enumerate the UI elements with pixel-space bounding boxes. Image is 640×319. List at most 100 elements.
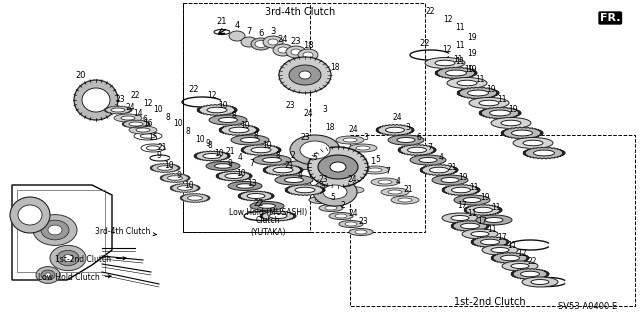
Text: 21: 21: [284, 161, 294, 170]
Ellipse shape: [523, 140, 543, 146]
Text: 2: 2: [340, 202, 346, 211]
Ellipse shape: [45, 273, 51, 277]
Ellipse shape: [229, 31, 245, 41]
Text: 18: 18: [325, 123, 335, 132]
Ellipse shape: [345, 222, 357, 226]
Text: 7: 7: [250, 159, 255, 167]
Text: 12: 12: [442, 46, 452, 55]
Ellipse shape: [273, 167, 293, 173]
Text: 3: 3: [364, 133, 369, 143]
Ellipse shape: [502, 261, 538, 271]
Ellipse shape: [408, 147, 426, 153]
Ellipse shape: [48, 225, 62, 235]
Ellipse shape: [33, 215, 77, 245]
Ellipse shape: [343, 138, 357, 142]
Polygon shape: [160, 174, 190, 182]
Ellipse shape: [397, 137, 415, 143]
Text: 21: 21: [447, 162, 457, 172]
Ellipse shape: [291, 49, 301, 55]
Text: 8: 8: [207, 142, 212, 151]
Text: 18: 18: [303, 41, 314, 49]
Ellipse shape: [447, 78, 487, 88]
Text: (YUTAKA): (YUTAKA): [250, 228, 285, 237]
Ellipse shape: [278, 47, 288, 53]
Text: 3: 3: [323, 106, 328, 115]
Text: 7: 7: [246, 27, 252, 36]
Ellipse shape: [522, 277, 558, 287]
Ellipse shape: [378, 180, 392, 184]
Text: 9: 9: [177, 172, 181, 181]
Ellipse shape: [319, 204, 343, 211]
Text: 9: 9: [228, 159, 232, 167]
Text: 1st-2nd Clutch: 1st-2nd Clutch: [55, 256, 126, 264]
Ellipse shape: [490, 110, 511, 116]
Ellipse shape: [300, 141, 330, 159]
Text: 5: 5: [312, 152, 317, 161]
Text: 23: 23: [115, 94, 125, 103]
Ellipse shape: [385, 127, 404, 133]
Ellipse shape: [289, 65, 321, 85]
Ellipse shape: [247, 194, 265, 198]
Text: 24: 24: [347, 174, 357, 183]
Polygon shape: [263, 165, 303, 175]
Text: 11: 11: [508, 241, 516, 249]
Ellipse shape: [335, 214, 347, 218]
Text: 14: 14: [133, 108, 143, 117]
Text: 11: 11: [455, 41, 465, 49]
Text: 22: 22: [425, 8, 435, 17]
Polygon shape: [376, 124, 414, 136]
Ellipse shape: [285, 177, 303, 182]
Text: 10: 10: [184, 182, 194, 190]
Ellipse shape: [315, 198, 327, 202]
Ellipse shape: [303, 52, 313, 58]
Ellipse shape: [534, 150, 554, 156]
Ellipse shape: [188, 196, 202, 200]
Polygon shape: [464, 204, 502, 215]
Text: 22: 22: [420, 39, 430, 48]
Ellipse shape: [425, 57, 465, 69]
Ellipse shape: [299, 71, 311, 79]
Text: Low Hold Clutch: Low Hold Clutch: [38, 273, 111, 283]
Text: 7: 7: [428, 143, 433, 152]
Text: 22: 22: [189, 85, 199, 94]
Text: 23: 23: [291, 38, 301, 47]
Polygon shape: [197, 105, 237, 115]
Text: 1: 1: [371, 158, 376, 167]
Text: 5: 5: [376, 155, 380, 165]
Text: 12: 12: [517, 249, 527, 257]
Text: 12: 12: [207, 92, 217, 100]
Ellipse shape: [177, 186, 193, 190]
Text: 21: 21: [217, 18, 227, 26]
Text: 12: 12: [444, 16, 452, 25]
Ellipse shape: [229, 127, 249, 133]
Text: 13: 13: [247, 179, 257, 188]
Ellipse shape: [309, 164, 337, 172]
Ellipse shape: [429, 167, 449, 173]
Ellipse shape: [269, 213, 287, 219]
Ellipse shape: [111, 108, 125, 112]
Polygon shape: [238, 191, 274, 201]
Ellipse shape: [476, 215, 512, 225]
Text: 3: 3: [406, 122, 410, 131]
Text: 8: 8: [232, 112, 236, 121]
Ellipse shape: [479, 100, 499, 106]
Ellipse shape: [361, 166, 389, 174]
Ellipse shape: [251, 147, 271, 153]
Polygon shape: [471, 236, 509, 248]
Ellipse shape: [511, 263, 529, 269]
Text: 8: 8: [276, 152, 280, 160]
Text: 11: 11: [455, 24, 465, 33]
Ellipse shape: [262, 158, 282, 162]
Ellipse shape: [275, 175, 313, 185]
Ellipse shape: [298, 49, 318, 61]
Ellipse shape: [259, 204, 275, 208]
Text: FR.: FR.: [600, 13, 621, 23]
Ellipse shape: [491, 117, 531, 129]
Text: 19: 19: [467, 33, 477, 41]
Ellipse shape: [82, 88, 110, 112]
Text: 12: 12: [143, 99, 153, 108]
Text: Clutch: Clutch: [256, 216, 280, 225]
Ellipse shape: [214, 164, 232, 168]
Ellipse shape: [157, 166, 173, 170]
Ellipse shape: [454, 195, 490, 205]
